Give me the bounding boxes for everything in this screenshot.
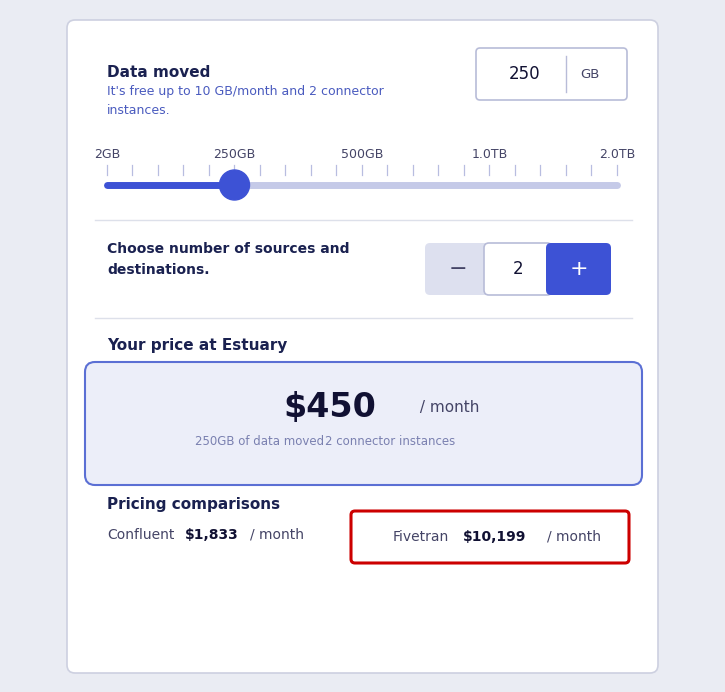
Text: −: − [448, 259, 467, 279]
Text: $1,833: $1,833 [185, 528, 239, 542]
FancyBboxPatch shape [484, 243, 552, 295]
Circle shape [220, 170, 249, 200]
Text: $450: $450 [283, 391, 376, 424]
Text: / month: / month [250, 528, 304, 542]
FancyBboxPatch shape [546, 243, 611, 295]
Text: It's free up to 10 GB/month and 2 connector
instances.: It's free up to 10 GB/month and 2 connec… [107, 85, 384, 117]
Text: 2 connector instances: 2 connector instances [325, 435, 455, 448]
FancyBboxPatch shape [351, 511, 629, 563]
Text: 2: 2 [513, 260, 523, 278]
Text: GB: GB [580, 68, 600, 80]
Text: Pricing comparisons: Pricing comparisons [107, 497, 280, 512]
Text: Choose number of sources and
destinations.: Choose number of sources and destination… [107, 242, 349, 277]
Text: 250GB: 250GB [213, 148, 256, 161]
Text: +: + [569, 259, 588, 279]
Text: Fivetran: Fivetran [393, 530, 450, 544]
Text: 1.0TB: 1.0TB [471, 148, 507, 161]
Text: / month: / month [547, 530, 601, 544]
Text: / month: / month [415, 400, 479, 415]
FancyBboxPatch shape [476, 48, 627, 100]
Text: $10,199: $10,199 [463, 530, 526, 544]
Text: 500GB: 500GB [341, 148, 384, 161]
FancyBboxPatch shape [425, 243, 490, 295]
FancyBboxPatch shape [67, 20, 658, 673]
Text: 250GB of data moved: 250GB of data moved [196, 435, 325, 448]
FancyBboxPatch shape [85, 362, 642, 485]
Text: Your price at Estuary: Your price at Estuary [107, 338, 287, 353]
Text: 250: 250 [509, 65, 541, 83]
Text: Confluent: Confluent [107, 528, 175, 542]
Text: Data moved: Data moved [107, 65, 210, 80]
Text: 2.0TB: 2.0TB [599, 148, 635, 161]
Text: 2GB: 2GB [94, 148, 120, 161]
